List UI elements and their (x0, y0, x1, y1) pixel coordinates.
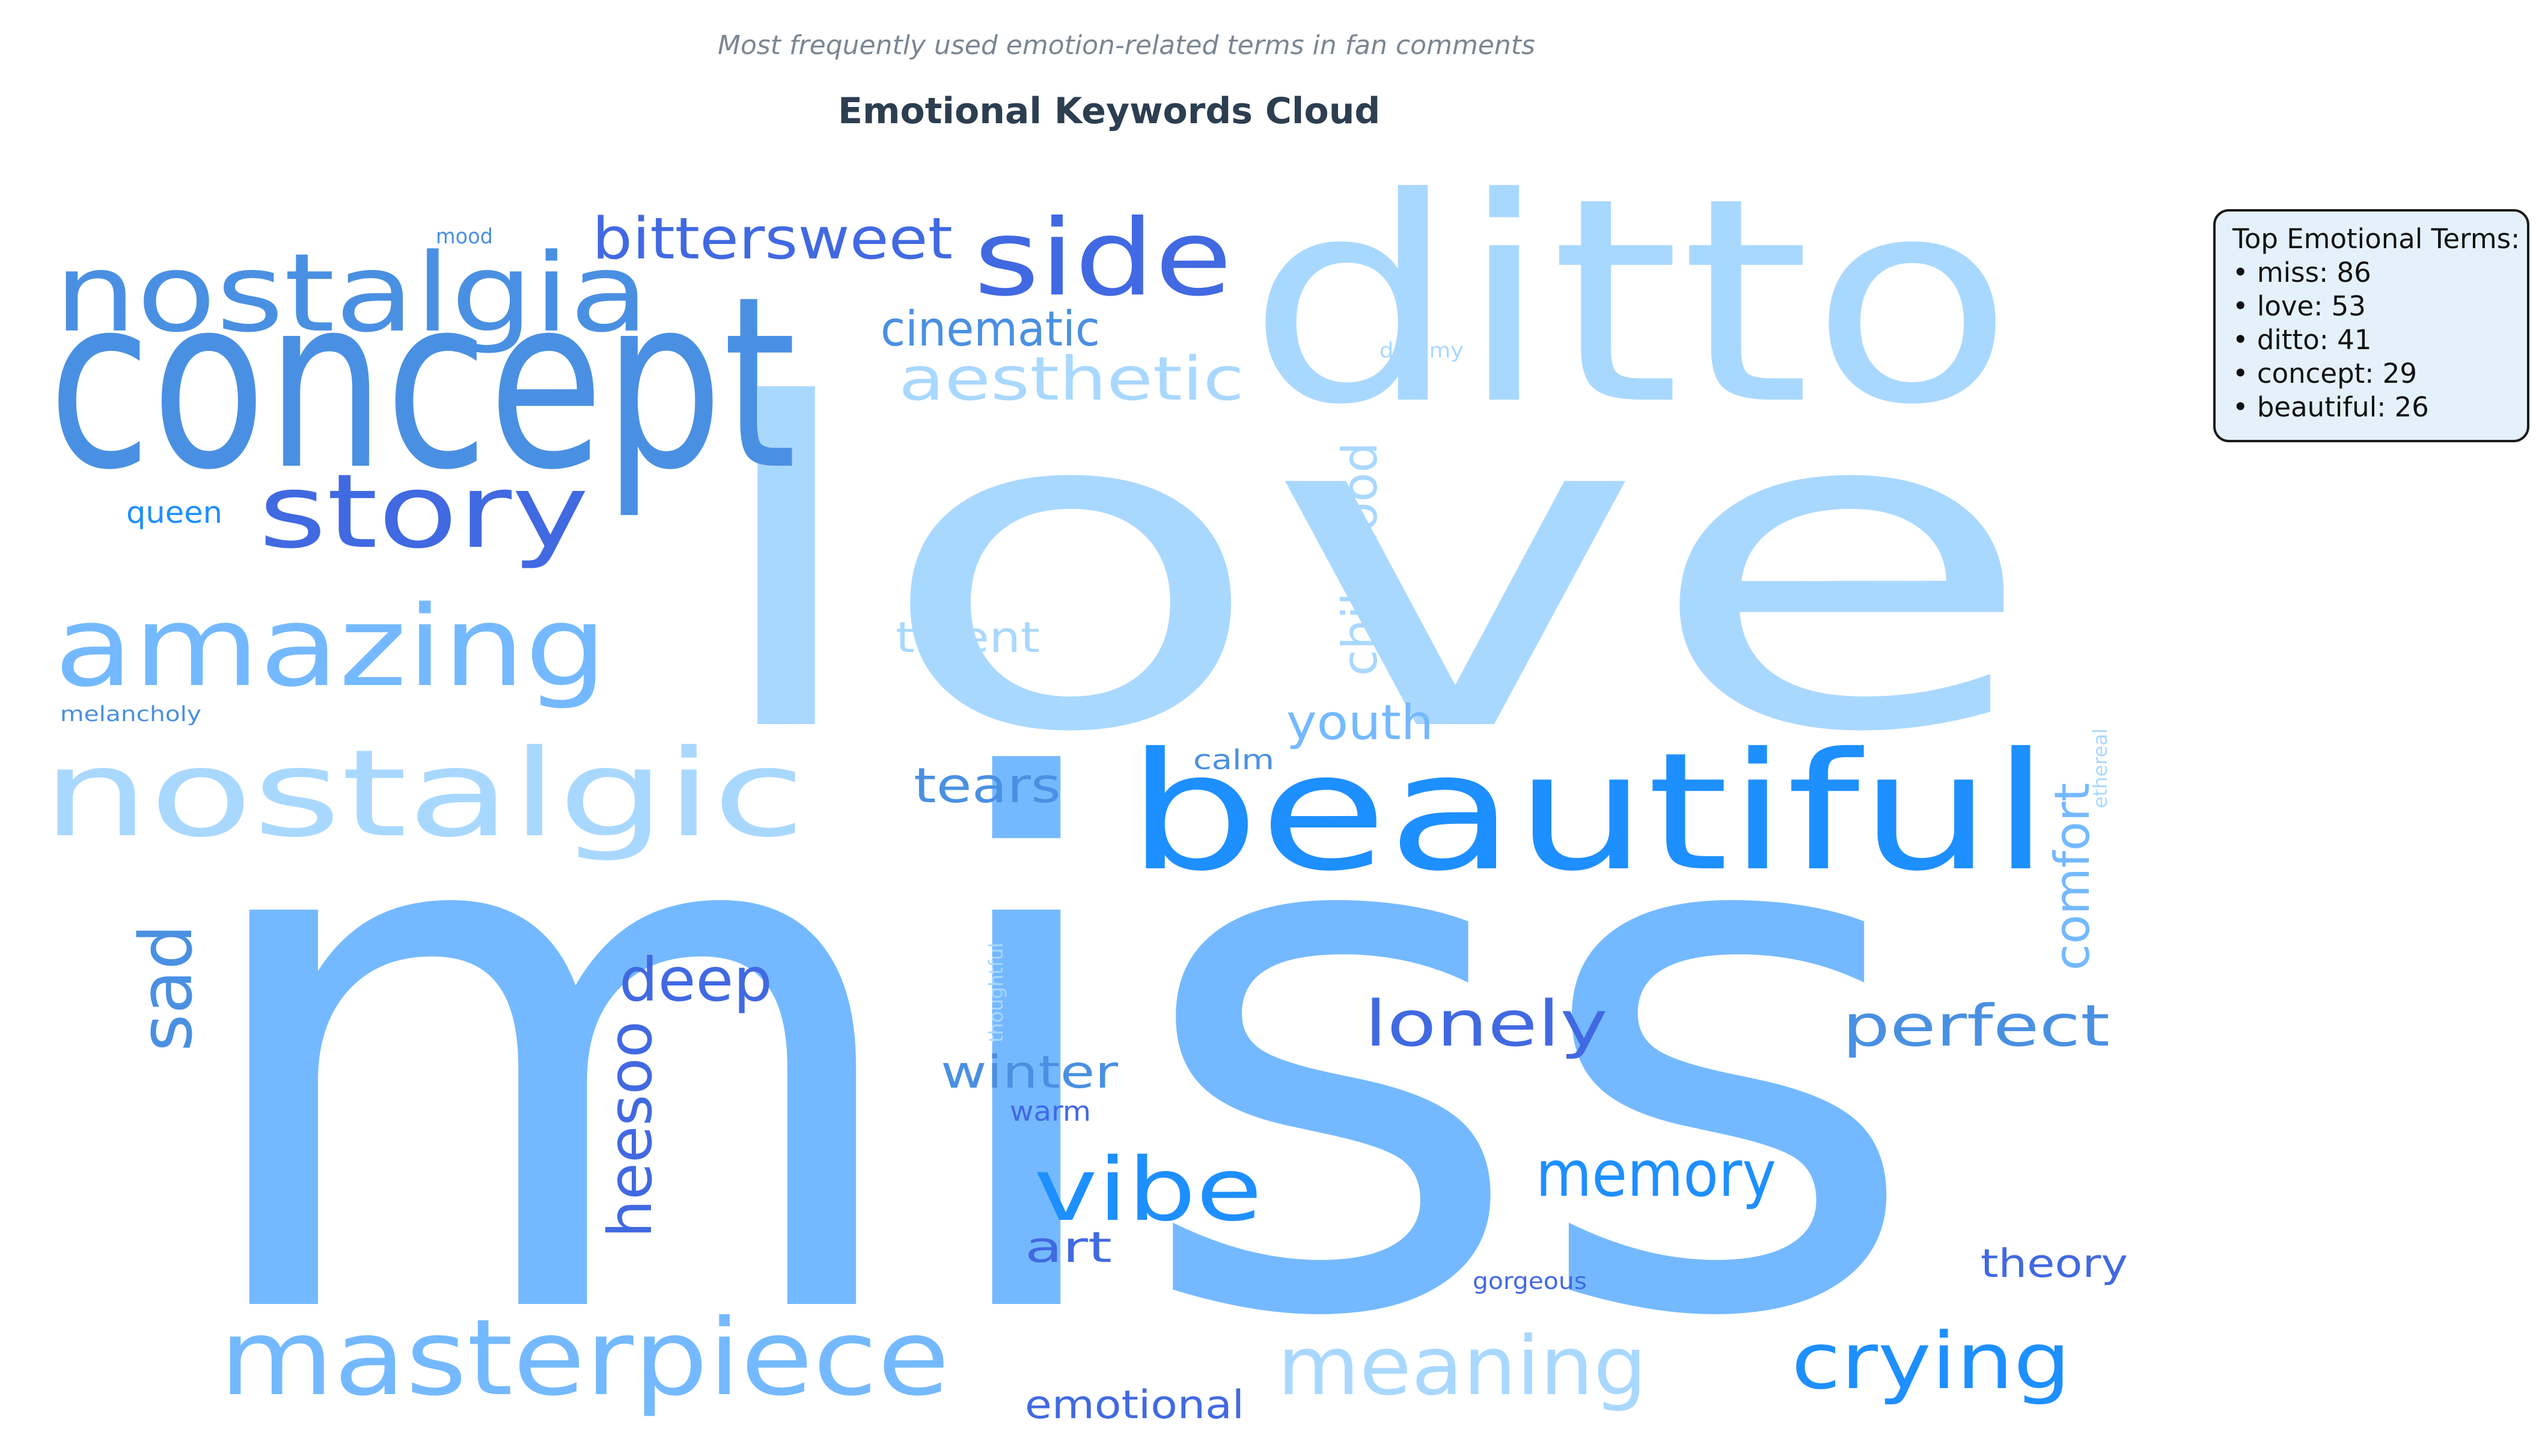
word-heesoo: heesoo (595, 1021, 665, 1238)
top-terms-legend: Top Emotional Terms: • miss: 86 • love: … (2213, 209, 2529, 442)
word-memory: memory (1536, 1138, 1776, 1211)
word-warm: warm (1010, 1095, 1091, 1127)
word-nostalgia: nostalgia (54, 231, 649, 356)
legend-item: • beautiful: 26 (2232, 391, 2429, 423)
word-melancholy: melancholy (60, 702, 201, 726)
word-youth: youth (1286, 695, 1434, 751)
word-vibe: vibe (1034, 1139, 1262, 1241)
word-miss: miss (180, 635, 1923, 1456)
word-thoughtful: thoughtful (985, 943, 1007, 1043)
word-concept: concept (48, 246, 796, 522)
word-crying: crying (1791, 1315, 2071, 1407)
word-comfort: comfort (2044, 783, 2100, 970)
word-tears: tears (914, 758, 1061, 814)
word-lonely: lonely (1364, 987, 1608, 1061)
legend-item: • miss: 86 (2232, 257, 2371, 288)
word-dreamy: dreamy (1379, 339, 1464, 363)
word-beautiful: beautiful (1127, 717, 2050, 907)
word-calm: calm (1193, 744, 1274, 776)
word-mood: mood (436, 225, 493, 249)
word-ditto: ditto (1247, 138, 2014, 466)
word-winter: winter (941, 1046, 1118, 1098)
word-theory: theory (1981, 1241, 2128, 1287)
word-gorgeous: gorgeous (1473, 1268, 1587, 1294)
legend-title: Top Emotional Terms: (2232, 223, 2520, 255)
legend-item: • ditto: 41 (2232, 324, 2372, 356)
word-story: story (258, 452, 589, 571)
word-amazing: amazing (54, 582, 607, 711)
word-queen: queen (126, 495, 222, 530)
word-nostalgic: nostalgic (42, 724, 805, 864)
word-sad: sad (125, 924, 209, 1052)
word-emotional: emotional (1025, 1383, 1244, 1428)
word-love: love (697, 311, 2038, 829)
word-masterpiece: masterpiece (219, 1297, 950, 1419)
word-talent: talent (896, 613, 1040, 662)
word-perfect: perfect (1842, 993, 2110, 1059)
word-childhood: childhood (1332, 442, 1388, 676)
chart-title: Emotional Keywords Cloud (838, 90, 1381, 132)
word-ethereal: ethereal (2089, 728, 2112, 808)
word-meaning: meaning (1277, 1319, 1647, 1413)
chart-subtitle: Most frequently used emotion-related ter… (718, 30, 1535, 61)
word-side: side (974, 198, 1232, 320)
legend-item: • concept: 29 (2232, 358, 2418, 389)
word-deep: deep (619, 945, 772, 1015)
word-bittersweet: bittersweet (592, 206, 953, 272)
word-art: art (1025, 1223, 1112, 1272)
word-aesthetic: aesthetic (899, 344, 1244, 414)
word-cinematic: cinematic (881, 301, 1100, 357)
legend-item: • love: 53 (2232, 290, 2366, 322)
